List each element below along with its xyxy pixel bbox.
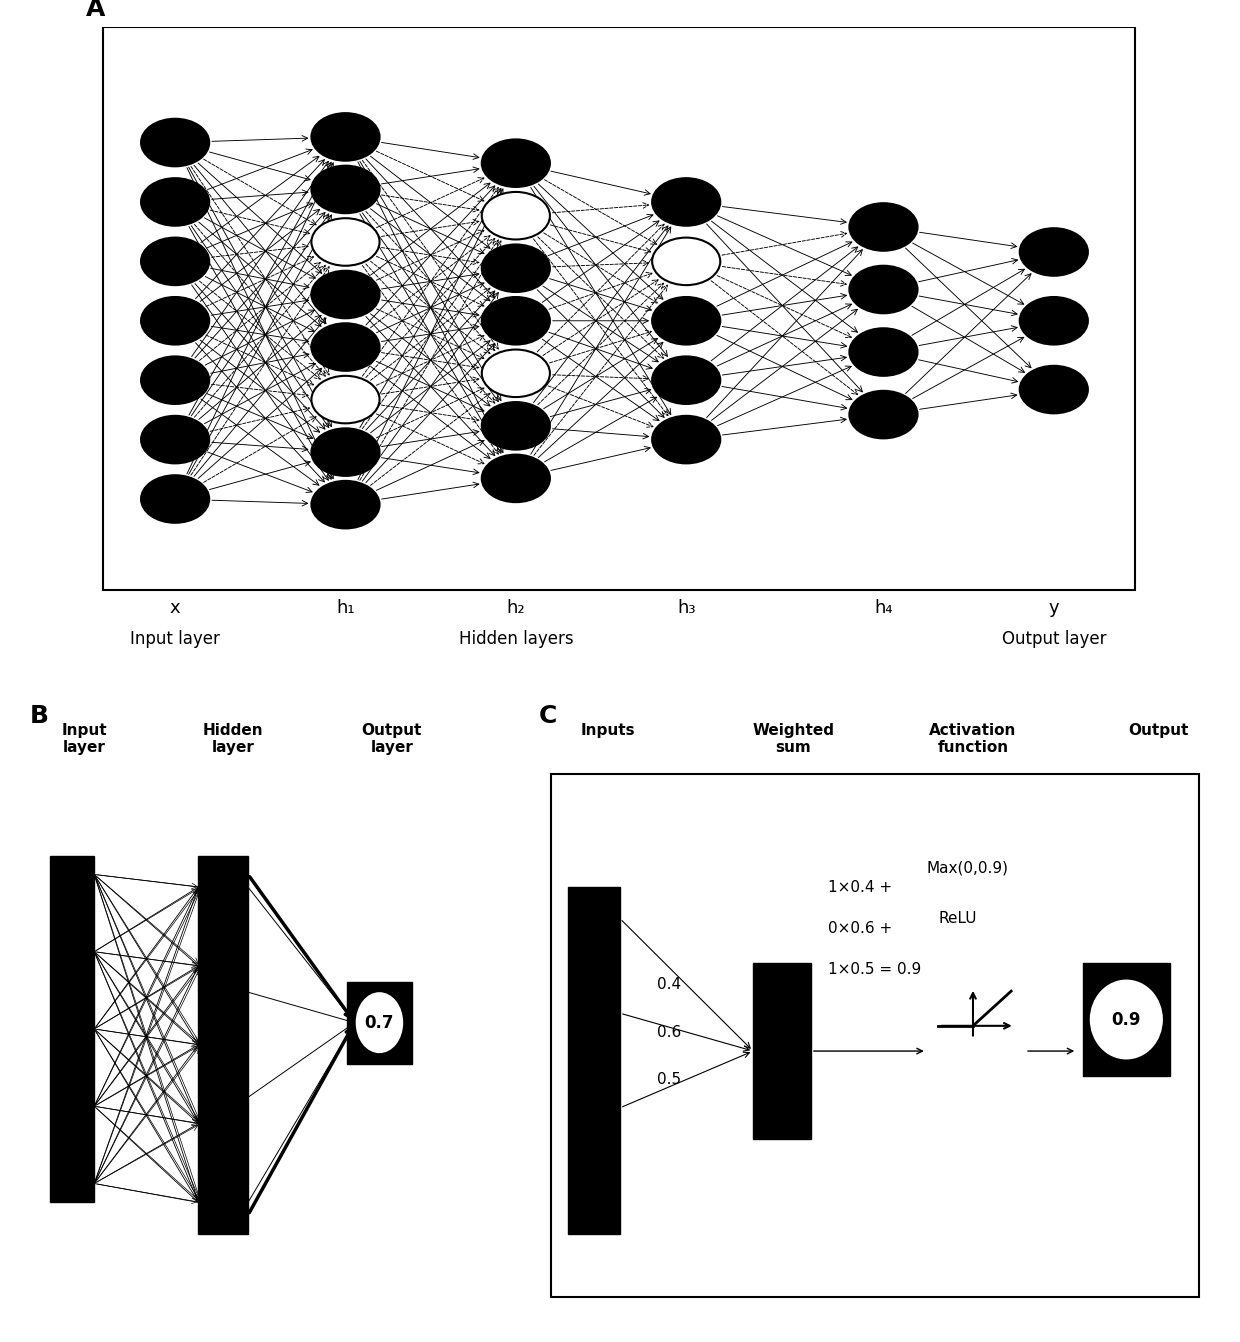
Text: 0.9: 0.9 xyxy=(1111,1011,1141,1028)
Text: Output: Output xyxy=(1128,723,1188,738)
Text: Input
layer: Input layer xyxy=(62,723,107,756)
Text: Hidden
layer: Hidden layer xyxy=(203,723,263,756)
Bar xyxy=(753,962,811,1139)
Circle shape xyxy=(849,266,918,313)
Text: y: y xyxy=(1049,599,1059,617)
Circle shape xyxy=(849,329,918,376)
Circle shape xyxy=(482,403,549,450)
Text: Inputs: Inputs xyxy=(582,723,636,738)
Circle shape xyxy=(1019,366,1087,413)
Circle shape xyxy=(652,178,720,225)
Text: h₃: h₃ xyxy=(677,599,696,617)
Circle shape xyxy=(141,357,210,404)
Circle shape xyxy=(652,416,720,463)
Circle shape xyxy=(849,391,918,439)
Text: B: B xyxy=(30,705,48,729)
Circle shape xyxy=(482,455,549,502)
Text: 0×0.6 +: 0×0.6 + xyxy=(828,921,893,935)
Bar xyxy=(103,27,1135,589)
Circle shape xyxy=(141,119,210,166)
Circle shape xyxy=(652,357,720,404)
Circle shape xyxy=(1089,978,1164,1060)
Text: 0.5: 0.5 xyxy=(657,1072,681,1087)
Text: x: x xyxy=(170,599,181,617)
Text: h₁: h₁ xyxy=(336,599,355,617)
Text: Hidden layers: Hidden layers xyxy=(459,631,573,648)
Circle shape xyxy=(355,992,404,1055)
Circle shape xyxy=(311,165,379,213)
Circle shape xyxy=(311,428,379,476)
Text: ReLU: ReLU xyxy=(939,911,977,926)
Circle shape xyxy=(652,238,720,285)
Circle shape xyxy=(311,113,379,161)
Bar xyxy=(50,856,94,1202)
Bar xyxy=(568,887,620,1235)
Text: Activation
function: Activation function xyxy=(929,723,1017,756)
Text: 0.4: 0.4 xyxy=(657,977,681,992)
Text: 1×0.5 = 0.9: 1×0.5 = 0.9 xyxy=(828,962,921,977)
Circle shape xyxy=(311,219,379,266)
Bar xyxy=(347,982,412,1064)
Circle shape xyxy=(311,323,379,370)
Circle shape xyxy=(1019,228,1087,275)
Text: 0.6: 0.6 xyxy=(656,1025,681,1040)
Text: C: C xyxy=(539,705,557,729)
Circle shape xyxy=(482,192,549,239)
Text: Output
layer: Output layer xyxy=(362,723,422,756)
Circle shape xyxy=(482,297,549,345)
Circle shape xyxy=(141,416,210,463)
Circle shape xyxy=(1019,297,1087,345)
Circle shape xyxy=(311,376,379,423)
Circle shape xyxy=(141,475,210,523)
Text: A: A xyxy=(86,0,105,20)
Circle shape xyxy=(652,297,720,345)
Bar xyxy=(198,856,248,1235)
Circle shape xyxy=(141,178,210,225)
Circle shape xyxy=(482,140,549,187)
Text: Input layer: Input layer xyxy=(130,631,219,648)
Text: h₄: h₄ xyxy=(874,599,893,617)
Text: Weighted
sum: Weighted sum xyxy=(753,723,835,756)
Text: 0.7: 0.7 xyxy=(365,1013,394,1032)
Circle shape xyxy=(311,271,379,318)
Text: Max(0,0.9): Max(0,0.9) xyxy=(926,860,1008,875)
Circle shape xyxy=(141,238,210,285)
Text: h₂: h₂ xyxy=(506,599,526,617)
Circle shape xyxy=(311,480,379,529)
Text: 1×0.4 +: 1×0.4 + xyxy=(828,879,893,895)
Circle shape xyxy=(141,297,210,345)
Text: Output layer: Output layer xyxy=(1002,631,1106,648)
Circle shape xyxy=(849,203,918,251)
Circle shape xyxy=(482,244,549,293)
Bar xyxy=(1083,962,1169,1076)
Circle shape xyxy=(482,349,549,397)
Bar xyxy=(551,773,1199,1296)
